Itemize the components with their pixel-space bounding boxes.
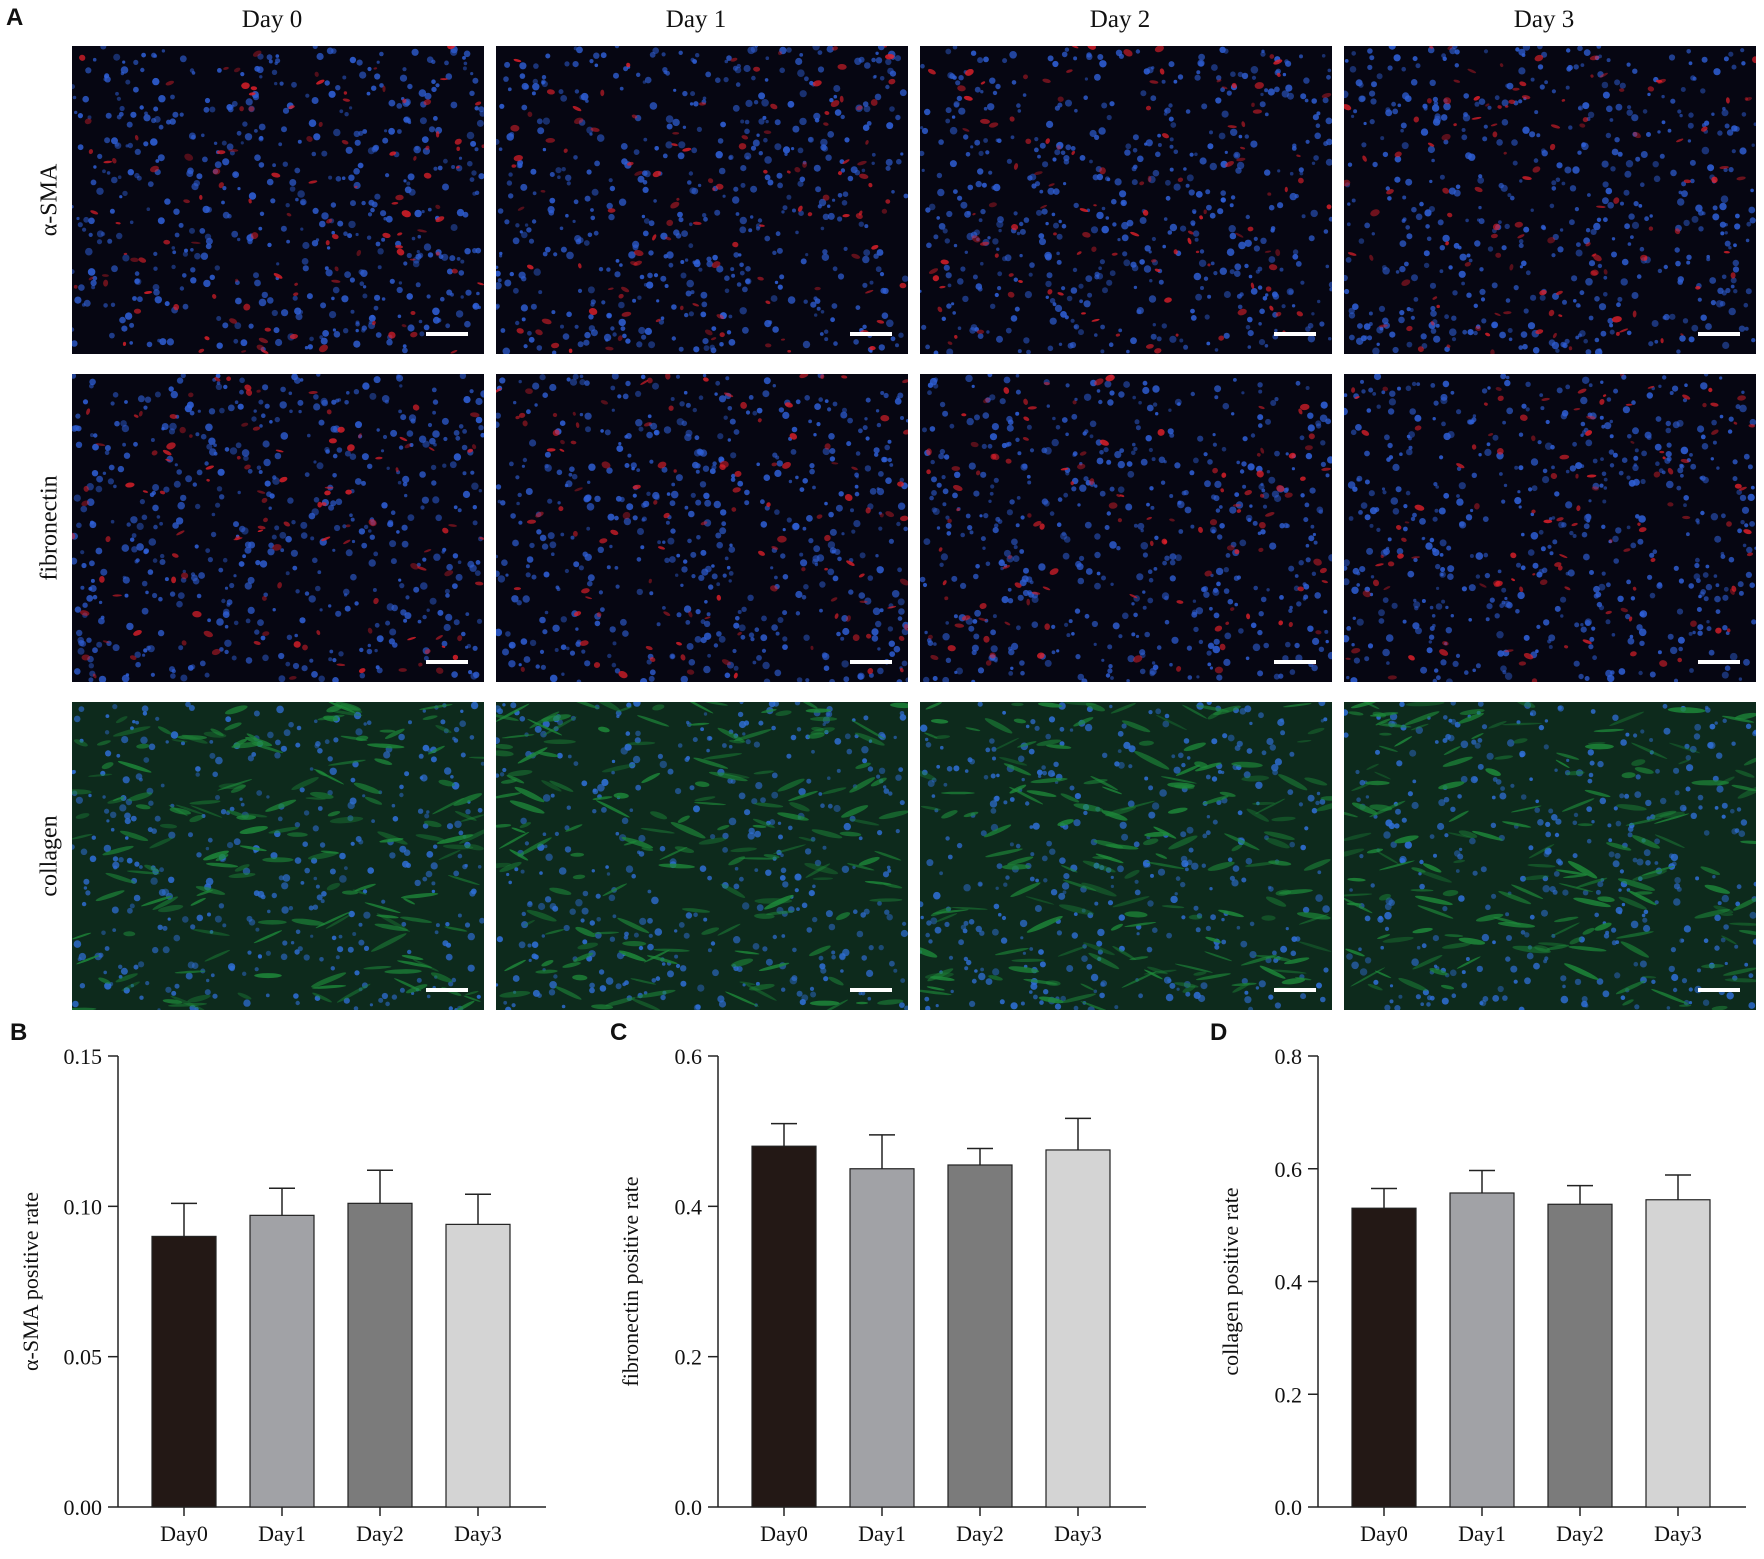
y-tick-label: 0.0: [1275, 1495, 1303, 1520]
bar-day0: [1351, 1207, 1417, 1508]
row-label-asma: α-SMA: [36, 163, 63, 237]
micrograph-0-0: [72, 46, 484, 354]
micrograph-1-2: [920, 374, 1332, 682]
x-tick-label: Day0: [1360, 1521, 1408, 1546]
x-tick-label: Day1: [858, 1521, 906, 1546]
x-tick-label: Day1: [1458, 1521, 1506, 1546]
y-tick-label: 0.0: [675, 1495, 703, 1520]
y-tick-label: 0.2: [1275, 1382, 1303, 1407]
bar-day0: [151, 1235, 217, 1508]
panel-letter: B: [10, 1019, 27, 1046]
panel-a-letter: A: [6, 4, 24, 31]
x-tick-label: Day3: [1054, 1521, 1102, 1546]
y-tick-label: 0.2: [675, 1345, 703, 1370]
bar-day0: [751, 1145, 817, 1508]
micrograph-2-0: [72, 702, 484, 1010]
x-tick-label: Day2: [356, 1521, 404, 1546]
micrograph-1-3: [1344, 374, 1756, 682]
scale-bar: [850, 988, 892, 992]
micrograph-0-1: [496, 46, 908, 354]
micrograph-2-3: [1344, 702, 1756, 1010]
y-tick-label: 0.10: [64, 1194, 103, 1219]
bar-day3: [1645, 1199, 1711, 1508]
y-tick-label: 0.8: [1275, 1044, 1303, 1069]
micrograph-0-3: [1344, 46, 1756, 354]
y-tick-label: 0.4: [675, 1194, 703, 1219]
row-label-collagen: collagen: [36, 815, 63, 897]
x-tick-label: Day3: [1654, 1521, 1702, 1546]
x-tick-label: Day1: [258, 1521, 306, 1546]
scale-bar: [1274, 332, 1316, 336]
column-label-day0: Day 0: [241, 6, 303, 33]
bar-day2: [1547, 1203, 1613, 1508]
y-axis-label: fibronectin positive rate: [618, 1176, 643, 1386]
scale-bar: [1274, 660, 1316, 664]
scale-bar: [1698, 332, 1740, 336]
bar-charts: B 0.00 0.05 0.10 0.15 α-SMA positive rate Day0…: [10, 1019, 1746, 1546]
scale-bar: [1698, 660, 1740, 664]
y-axis-label: α-SMA positive rate: [18, 1192, 43, 1371]
scale-bar: [426, 332, 468, 336]
x-tick-label: Day3: [454, 1521, 502, 1546]
bar-day1: [1449, 1192, 1515, 1508]
x-tick-label: Day0: [760, 1521, 808, 1546]
scale-bar: [426, 660, 468, 664]
column-label-day2: Day 2: [1089, 6, 1151, 33]
bar-day2: [347, 1202, 413, 1508]
micrograph-1-1: [496, 374, 908, 682]
y-tick-label: 0.4: [1275, 1270, 1303, 1295]
bar-day1: [849, 1168, 915, 1508]
scale-bar: [850, 660, 892, 664]
scale-bar: [1274, 988, 1316, 992]
scale-bar: [850, 332, 892, 336]
micrograph-1-0: [72, 374, 484, 682]
bar-day2: [947, 1164, 1013, 1508]
bar-day3: [1045, 1149, 1111, 1508]
panel-letter: C: [610, 1019, 627, 1046]
y-tick-label: 0.05: [64, 1345, 103, 1370]
bar-day1: [249, 1214, 315, 1508]
x-tick-label: Day2: [1556, 1521, 1604, 1546]
y-tick-label: 0.15: [64, 1044, 103, 1069]
column-label-day1: Day 1: [665, 6, 727, 33]
panel-letter: D: [1210, 1019, 1227, 1046]
column-label-day3: Day 3: [1513, 6, 1575, 33]
scale-bar: [1698, 988, 1740, 992]
y-tick-label: 0.6: [1275, 1157, 1303, 1182]
scale-bar: [426, 988, 468, 992]
micrograph-2-1: [496, 702, 908, 1010]
x-tick-label: Day0: [160, 1521, 208, 1546]
micrograph-0-2: [920, 46, 1332, 354]
y-axis-label: collagen positive rate: [1218, 1187, 1243, 1375]
y-tick-label: 0.6: [675, 1044, 703, 1069]
y-tick-label: 0.00: [64, 1495, 103, 1520]
row-label-fibronectin: fibronectin: [36, 475, 63, 581]
x-tick-label: Day2: [956, 1521, 1004, 1546]
bar-day3: [445, 1223, 511, 1508]
micrograph-2-2: [920, 702, 1332, 1010]
